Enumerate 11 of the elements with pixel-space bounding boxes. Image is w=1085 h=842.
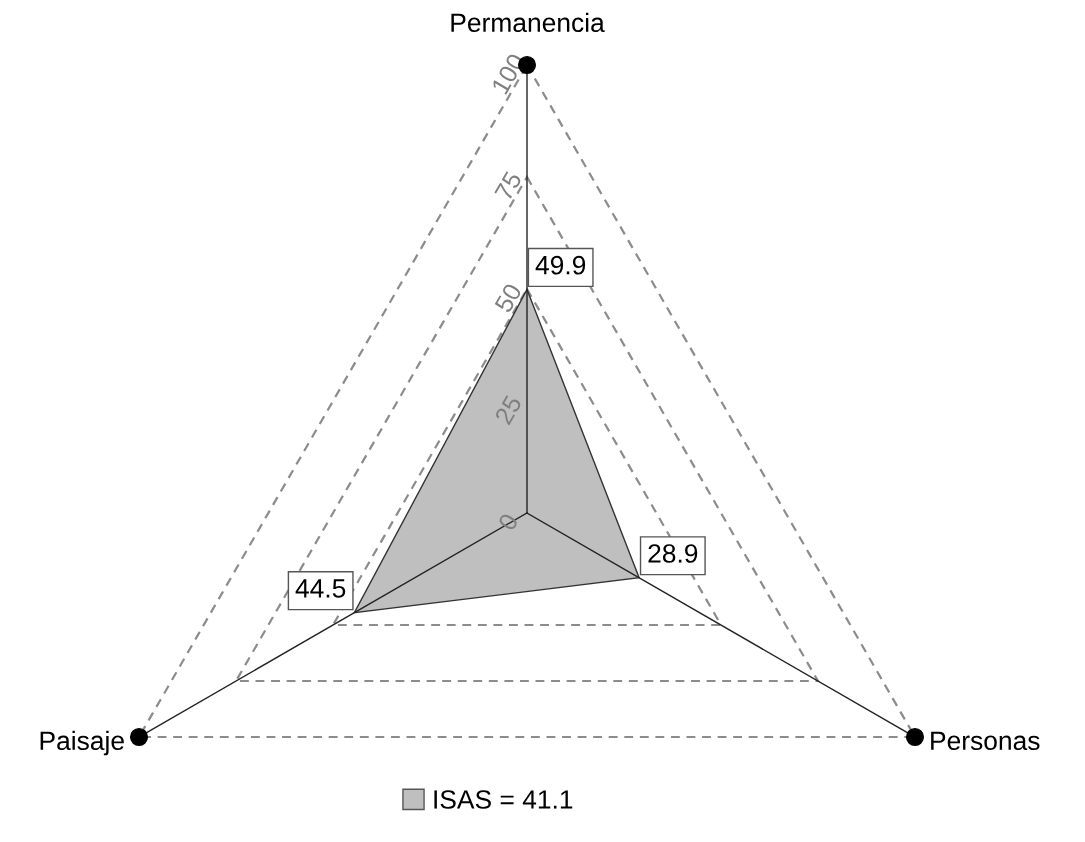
data-label: 49.9: [535, 255, 586, 275]
spoke-label: Permanencia: [451, 12, 605, 33]
y-tick-label: 75: [494, 170, 523, 202]
data-label: 44.5: [295, 579, 346, 598]
spoke-label: Paisaje: [40, 730, 124, 756]
spoke-label: Personas: [931, 731, 1040, 751]
y-tick-label: 25: [494, 394, 523, 426]
y-tick-label: 50: [494, 282, 523, 314]
legend-label: ISAS = 41.1: [434, 790, 573, 809]
y-tick-label: 0: [497, 512, 519, 532]
data-label: 28.9: [648, 544, 698, 563]
